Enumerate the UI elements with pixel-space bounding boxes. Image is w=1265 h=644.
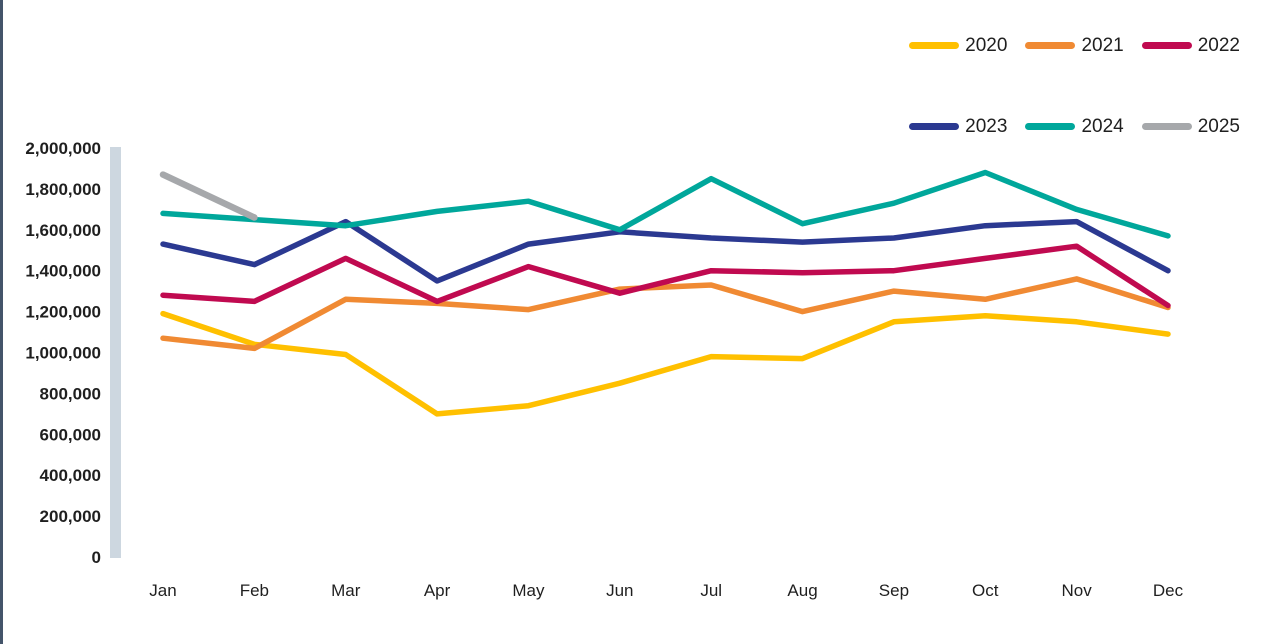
y-axis-tick-label: 1,800,000: [25, 180, 101, 199]
y-axis-bar: [110, 147, 121, 558]
legend-swatch-icon: [1025, 42, 1076, 49]
x-axis-tick-label: Feb: [240, 581, 269, 600]
legend-item-2025: 2025: [1141, 116, 1240, 137]
legend-row: 2023 2024 2025: [909, 117, 1240, 136]
y-axis-tick-label: 1,200,000: [25, 303, 101, 322]
legend-swatch-icon: [1141, 42, 1192, 49]
legend-label: 2023: [965, 116, 1008, 137]
x-axis-tick-label: Dec: [1153, 581, 1184, 600]
y-axis-tick-label: 0: [92, 548, 101, 567]
series-line-2020: [160, 310, 1171, 417]
x-axis-tick-label: May: [512, 581, 545, 600]
legend-item-2020: 2020: [909, 36, 1007, 55]
y-axis-tick-label: 400,000: [40, 466, 101, 485]
x-axis-tick-label: Sep: [879, 581, 909, 600]
y-axis-tick-label: 200,000: [40, 507, 101, 526]
y-axis-tick-label: 1,400,000: [25, 262, 101, 281]
x-axis-tick-label: Aug: [787, 581, 817, 600]
legend-swatch-icon: [909, 42, 960, 49]
legend-item-2024: 2024: [1025, 116, 1124, 137]
x-axis-tick-label: Jan: [149, 581, 176, 600]
chart-legend: 2020 2021 2022 2023 2024 2025: [909, 36, 1240, 136]
legend-row: 2020 2021 2022: [909, 36, 1240, 55]
series-line-2024: [160, 169, 1171, 239]
x-axis-tick-label: Mar: [331, 581, 361, 600]
x-axis-tick-label: Apr: [424, 581, 451, 600]
legend-label: 2025: [1197, 116, 1240, 137]
legend-swatch-icon: [909, 123, 960, 130]
series-line-2025: [159, 171, 258, 221]
x-axis-tick-label: Nov: [1062, 581, 1093, 600]
legend-label: 2020: [965, 35, 1008, 56]
y-axis-tick-label: 1,000,000: [25, 344, 101, 363]
x-axis-tick-label: Jul: [700, 581, 722, 600]
legend-swatch-icon: [1025, 123, 1076, 130]
y-axis-tick-label: 600,000: [40, 425, 101, 444]
y-axis-tick-label: 2,000,000: [25, 139, 101, 158]
series-line-2022: [160, 243, 1171, 309]
y-axis-tick-label: 800,000: [40, 384, 101, 403]
series-line-2021: [160, 276, 1171, 352]
y-axis-tick-label: 1,600,000: [25, 221, 101, 240]
legend-swatch-icon: [1141, 123, 1192, 130]
legend-item-2022: 2022: [1141, 35, 1240, 56]
x-axis-tick-label: Jun: [606, 581, 633, 600]
legend-label: 2022: [1197, 35, 1240, 56]
legend-item-2021: 2021: [1025, 35, 1124, 56]
x-axis-tick-label: Oct: [972, 581, 999, 600]
window-left-border: [0, 0, 3, 644]
legend-label: 2021: [1081, 35, 1124, 56]
series-line-2023: [160, 218, 1171, 284]
legend-label: 2024: [1081, 116, 1124, 137]
legend-item-2023: 2023: [909, 117, 1007, 136]
